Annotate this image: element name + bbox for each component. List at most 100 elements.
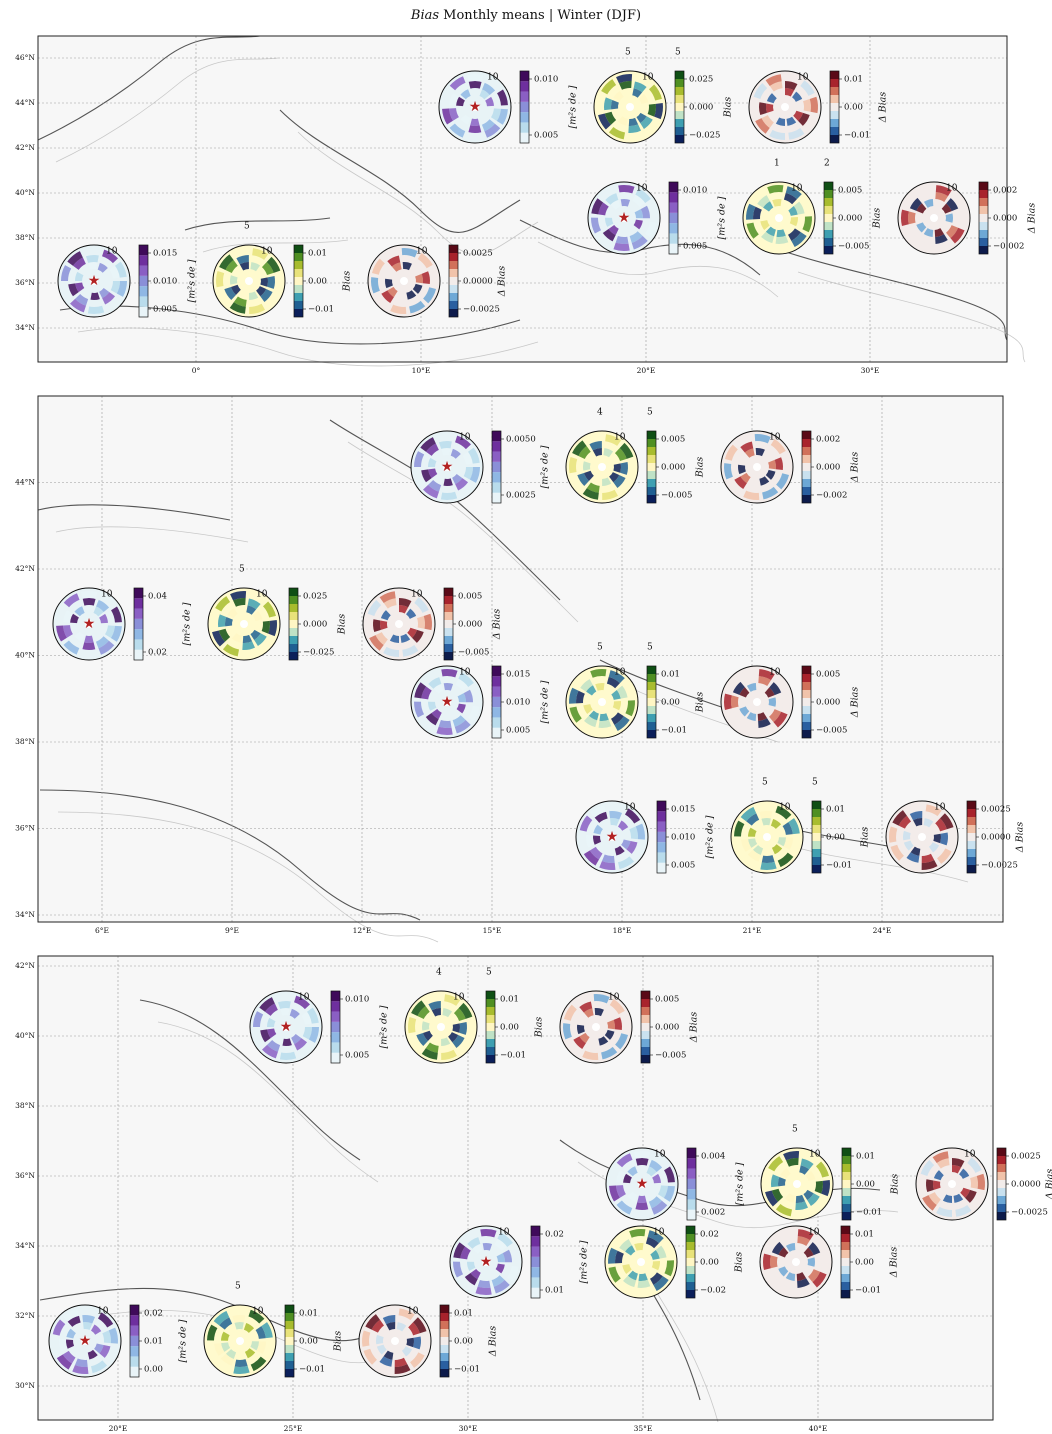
model-rose: 10 0.02 0.00 −0.02 Bias	[604, 1225, 745, 1299]
delta-rose: 10 0.01 0.00 −0.01 Δ Bias	[759, 1225, 900, 1299]
bias-rose: 10 ★ 0.010 0.005 [m²s de ]	[587, 181, 728, 255]
colorbar-label: Δ Bias	[1027, 203, 1038, 235]
colorbar-segment	[331, 1001, 340, 1012]
rose-wedge	[254, 633, 267, 646]
lat-tick-label: 38°N	[15, 233, 35, 242]
colorbar-segment	[802, 463, 811, 471]
rose-wedge	[94, 1343, 104, 1354]
rose-wedge	[63, 640, 80, 655]
colorbar-segment	[294, 285, 303, 293]
rose-wedge	[396, 1322, 407, 1332]
colorbar-segment	[687, 1148, 696, 1159]
rose-wedge	[256, 286, 267, 297]
colorbar-segment	[687, 1209, 696, 1220]
colorbar-frame	[686, 1147, 697, 1221]
rose-wedge	[795, 1194, 806, 1203]
top-label: 5	[647, 408, 653, 418]
rose-wedge	[398, 1308, 415, 1321]
rose-wedge	[490, 108, 501, 122]
colorbar-label: Δ Bias	[850, 687, 861, 719]
rose-wedge	[414, 682, 427, 699]
ring-label: 10	[252, 1307, 264, 1317]
ring-label: 10	[653, 1228, 665, 1238]
rose-wedge	[760, 861, 777, 870]
colorbar-segment	[449, 277, 458, 285]
rose-wedge	[778, 1229, 795, 1240]
colorbar-segment	[824, 214, 833, 222]
colorbar-segment	[647, 463, 656, 471]
colorbar-tick-label: −0.0025	[981, 861, 1018, 871]
rose-wedge	[218, 614, 227, 628]
colorbar-segment	[294, 245, 303, 253]
rose-wedge	[563, 1023, 572, 1040]
rose-wedge	[569, 687, 579, 704]
rose-wedge	[576, 690, 585, 704]
rose-wedge	[724, 693, 732, 710]
colorbar-segment	[444, 596, 453, 604]
rose-wedge	[808, 1242, 821, 1256]
map-frame	[37, 395, 1004, 923]
colorbar-segment	[842, 1188, 851, 1196]
colorbar-segment	[842, 1164, 851, 1172]
rose-wedge	[605, 434, 622, 446]
lon-tick-label: 35°E	[634, 1424, 653, 1433]
colorbar-segment	[647, 706, 656, 714]
rose-wedge	[617, 116, 628, 126]
rose-wedge	[739, 706, 750, 717]
rose-wedge	[976, 1173, 986, 1191]
rose-wedge	[739, 687, 750, 698]
rose-wedge	[280, 1008, 290, 1016]
rose-wedge	[758, 669, 775, 681]
rose-wedge	[441, 448, 451, 456]
rose-wedge	[598, 1036, 609, 1046]
rose-wedge	[442, 1008, 453, 1018]
colorbar-segment	[824, 182, 833, 190]
rose-wedge	[246, 605, 257, 615]
colorbar-segment	[294, 301, 303, 309]
rose-wedge	[788, 128, 805, 140]
lon-tick-label: 30°E	[459, 1424, 478, 1433]
rose-wedge	[759, 476, 770, 486]
top-label: 4	[597, 408, 603, 418]
rose-wedge	[402, 262, 412, 271]
rose-wedge	[569, 706, 582, 723]
colorbar-tick-label: 0.000	[838, 214, 862, 224]
colorbar-segment	[449, 293, 458, 301]
rose-center	[608, 833, 616, 841]
rose-wedge	[609, 472, 620, 483]
colorbar-segment	[449, 269, 458, 277]
colorbar-segment	[440, 1345, 449, 1353]
rose-wedge	[85, 255, 99, 263]
rose-wedge	[613, 475, 626, 488]
colorbar-segment	[647, 431, 656, 439]
colorbar-tick-label: 0.00	[826, 833, 845, 843]
colorbar-segment	[686, 1258, 695, 1266]
rose-wedge	[75, 282, 85, 293]
rose-center	[763, 833, 771, 841]
rose-wedge	[959, 210, 967, 227]
rose-wedge	[746, 203, 756, 220]
rose-wedge	[448, 1032, 459, 1043]
rose-wedge	[438, 720, 452, 728]
ring-label: 10	[407, 1307, 419, 1317]
rose-wedge	[249, 291, 259, 300]
rose-wedge	[91, 1324, 102, 1335]
rose-center	[930, 214, 938, 222]
rose-wedge	[255, 1326, 266, 1339]
colorbar-segment	[444, 620, 453, 628]
colorbar-segment	[285, 1369, 294, 1377]
colorbar-tick-label: 0.005	[661, 435, 685, 445]
lat-tick-label: 40°N	[15, 651, 35, 660]
colorbar-segment	[802, 431, 811, 439]
rose-wedge	[724, 463, 733, 480]
rose-wedge	[604, 217, 614, 227]
rose-wedge	[84, 635, 94, 643]
colorbar-segment	[486, 1007, 495, 1015]
map-frame	[37, 955, 994, 1421]
bias-rose: 10 ★ 0.015 0.010 0.005 [m²s de ]	[410, 665, 551, 739]
colorbar-segment	[841, 1226, 850, 1234]
colorbar-label: [m²s de ]	[705, 815, 716, 858]
rose-wedge	[632, 88, 643, 98]
colorbar-segment	[641, 1039, 650, 1047]
colorbar-segment	[812, 857, 821, 865]
